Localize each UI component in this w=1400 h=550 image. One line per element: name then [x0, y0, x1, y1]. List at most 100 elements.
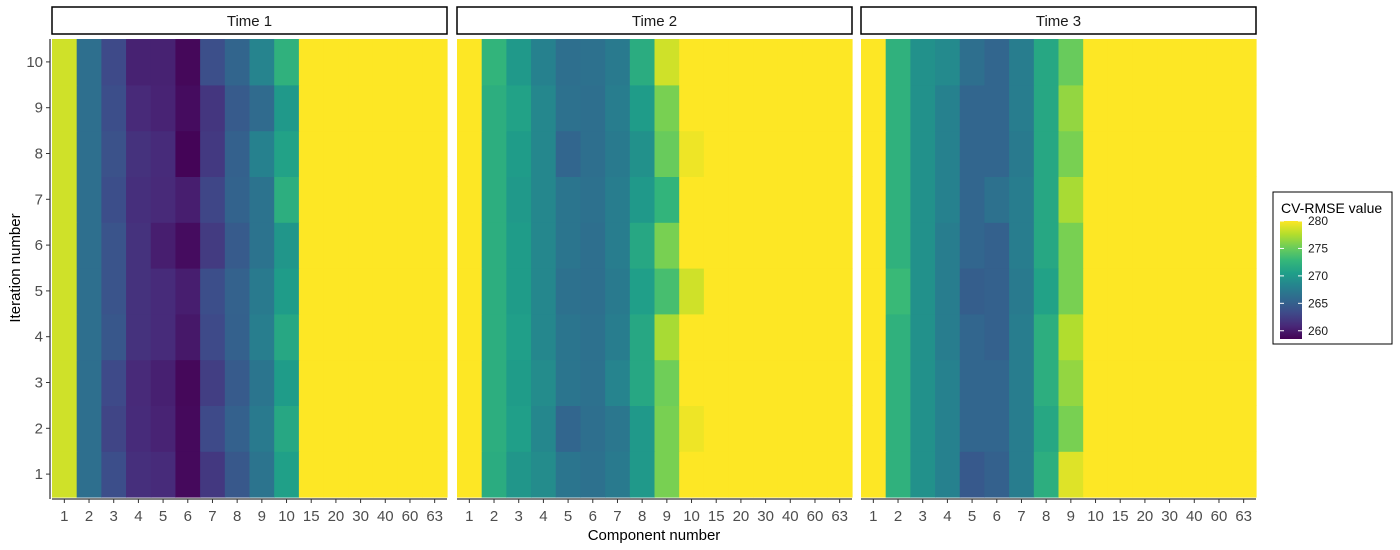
x-tick-label: 15	[1112, 508, 1129, 525]
heatmap-cell	[1033, 313, 1060, 361]
heatmap-cell	[984, 359, 1010, 406]
heatmap-cell	[323, 451, 349, 498]
heatmap-cell	[457, 222, 483, 269]
heatmap-cell	[224, 84, 251, 132]
heatmap-cell	[298, 176, 325, 223]
heatmap-cell	[1058, 84, 1084, 132]
heatmap-cell	[935, 451, 961, 498]
heatmap-cell	[827, 39, 853, 86]
x-tick-label: 20	[328, 508, 345, 525]
heatmap-cell	[1083, 451, 1109, 498]
heatmap-cell	[654, 451, 680, 498]
heatmap-cell	[52, 84, 78, 132]
y-tick-label: 4	[35, 329, 43, 346]
heatmap-cell	[580, 222, 606, 269]
heatmap-cell	[1009, 39, 1035, 86]
heatmap-cell	[827, 222, 853, 269]
heatmap-cell	[372, 313, 399, 361]
heatmap-cell	[200, 176, 226, 223]
heatmap-cell	[150, 451, 177, 498]
heatmap-cell	[1157, 176, 1183, 223]
heatmap-cell	[348, 405, 374, 452]
heatmap-cell	[654, 84, 680, 132]
heatmap-cell	[175, 176, 201, 223]
heatmap-cell	[555, 268, 582, 315]
heatmap-cell	[605, 268, 631, 315]
heatmap-cell	[1058, 313, 1084, 361]
panel-strip	[456, 6, 853, 35]
heatmap-cell	[753, 359, 779, 406]
heatmap-cell	[580, 405, 606, 452]
y-tick-label: 2	[35, 420, 43, 437]
heatmap-cell	[984, 84, 1010, 132]
heatmap-cell	[101, 130, 127, 177]
x-tick-label: 5	[968, 508, 976, 525]
heatmap-cell	[1107, 222, 1134, 269]
x-tick-label: 60	[807, 508, 824, 525]
heatmap-cell	[274, 176, 300, 223]
heatmap-cell	[802, 313, 828, 361]
heatmap-cell	[249, 39, 275, 86]
heatmap-cell	[1181, 39, 1208, 86]
heatmap-cell	[935, 39, 961, 86]
heatmap-cell	[372, 268, 399, 315]
legend: CV-RMSE value 260 265 270 275 280	[1272, 191, 1393, 345]
y-tick-label: 6	[35, 237, 43, 254]
heatmap-cell	[249, 130, 275, 177]
heatmap-cell	[274, 268, 300, 315]
heatmap-cell	[126, 405, 152, 452]
heatmap-cell	[605, 39, 631, 86]
heatmap-cell	[1083, 405, 1109, 452]
heatmap-cell	[249, 222, 275, 269]
heatmap-cell	[200, 451, 226, 498]
heatmap-cell	[175, 359, 201, 406]
heatmap-cell	[1058, 268, 1084, 315]
heatmap-cell	[827, 176, 853, 223]
heatmap-cell	[1181, 130, 1208, 177]
heatmap-cell	[629, 84, 656, 132]
heatmap-cell	[224, 405, 251, 452]
heatmap-cell	[372, 39, 399, 86]
heatmap-cell	[298, 359, 325, 406]
heatmap-cell	[481, 130, 507, 177]
heatmap-cell	[959, 39, 986, 86]
heatmap-cell	[150, 222, 177, 269]
heatmap-cell	[101, 359, 127, 406]
heatmap-cell	[728, 268, 754, 315]
heatmap-cell	[101, 222, 127, 269]
y-tick-label: 1	[35, 466, 43, 483]
heatmap-cell	[298, 130, 325, 177]
heatmap-cell	[827, 405, 853, 452]
heatmap-cell	[457, 176, 483, 223]
heatmap-cell	[861, 268, 887, 315]
legend-tick-label: 280	[1308, 214, 1328, 228]
heatmap-cell	[753, 222, 779, 269]
x-tick-label: 3	[515, 508, 523, 525]
heatmap-cell	[885, 451, 911, 498]
heatmap-cell	[1181, 451, 1208, 498]
x-tick-label: 6	[589, 508, 597, 525]
heatmap-cell	[802, 451, 828, 498]
heatmap-cell	[323, 176, 349, 223]
heatmap-cell	[126, 268, 152, 315]
heatmap-cell	[101, 313, 127, 361]
heatmap-cell	[1033, 84, 1060, 132]
heatmap-cell	[372, 130, 399, 177]
heatmap-cell	[1083, 39, 1109, 86]
x-tick-label: 10	[683, 508, 700, 525]
heatmap-cell	[777, 313, 804, 361]
heatmap-cell	[457, 405, 483, 452]
heatmap-cell	[1009, 451, 1035, 498]
heatmap-cell	[580, 84, 606, 132]
heatmap-cell	[1107, 130, 1134, 177]
heatmap-cell	[802, 39, 828, 86]
x-tick-label: 4	[943, 508, 951, 525]
heatmap-cell	[885, 313, 911, 361]
x-tick-label: 6	[993, 508, 1001, 525]
heatmap-cell	[885, 222, 911, 269]
heatmap-cell	[348, 176, 374, 223]
heatmap-cell	[1181, 268, 1208, 315]
heatmap-cell	[605, 359, 631, 406]
heatmap-cell	[76, 130, 102, 177]
